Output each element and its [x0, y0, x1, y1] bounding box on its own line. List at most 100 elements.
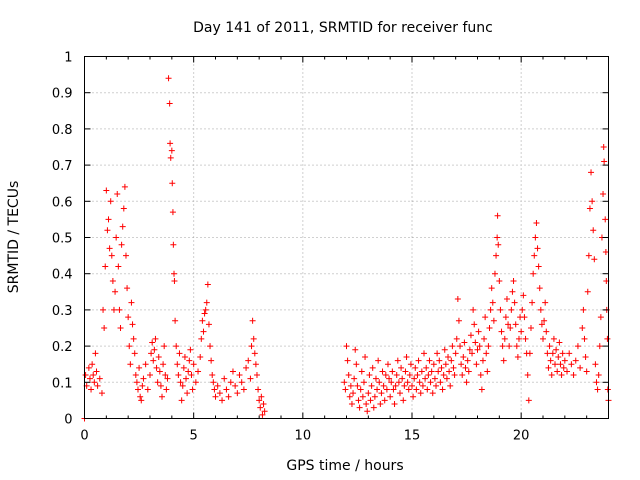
- data-point: [216, 390, 223, 397]
- data-point: [138, 397, 145, 404]
- data-point: [151, 346, 158, 353]
- data-point: [155, 353, 162, 360]
- data-point: [485, 343, 492, 350]
- y-axis-label: SRMTID / TECUs: [6, 181, 22, 294]
- data-point: [353, 361, 360, 368]
- data-point: [250, 335, 257, 342]
- data-point: [94, 382, 101, 389]
- data-point: [100, 306, 107, 313]
- x-axis-label: GPS time / hours: [286, 458, 403, 474]
- y-tick-label: 0.4: [52, 268, 73, 283]
- data-point: [240, 386, 247, 393]
- data-point: [360, 379, 367, 386]
- data-point: [176, 350, 183, 357]
- data-point: [96, 375, 103, 382]
- data-point: [149, 339, 156, 346]
- data-point: [119, 223, 126, 230]
- data-point: [154, 379, 161, 386]
- data-point: [469, 350, 476, 357]
- data-point: [494, 234, 501, 241]
- data-point: [167, 140, 174, 147]
- data-point: [411, 375, 418, 382]
- data-point: [209, 372, 216, 379]
- data-point: [367, 397, 374, 404]
- data-point: [355, 397, 362, 404]
- data-point: [543, 328, 550, 335]
- data-point: [537, 306, 544, 313]
- data-point: [387, 393, 394, 400]
- data-point: [570, 372, 577, 379]
- data-point: [434, 350, 441, 357]
- x-tick-label: 10: [295, 429, 312, 444]
- data-point: [574, 343, 581, 350]
- y-tick-label: 0.2: [52, 340, 73, 355]
- data-point: [197, 353, 204, 360]
- data-point: [142, 361, 149, 368]
- data-point: [114, 191, 121, 198]
- data-point: [544, 350, 551, 357]
- data-point: [184, 390, 191, 397]
- data-point: [107, 198, 114, 205]
- data-point: [496, 277, 503, 284]
- data-point: [98, 390, 105, 397]
- data-point: [566, 350, 573, 357]
- data-point: [557, 361, 564, 368]
- data-point: [547, 357, 554, 364]
- data-point: [427, 379, 434, 386]
- data-point: [382, 372, 389, 379]
- data-point: [529, 299, 536, 306]
- y-tick-label: 0.5: [52, 232, 73, 247]
- data-point: [532, 234, 539, 241]
- data-point: [436, 357, 443, 364]
- data-point: [559, 350, 566, 357]
- data-point: [464, 357, 471, 364]
- data-point: [484, 368, 491, 375]
- data-point: [383, 386, 390, 393]
- data-point: [362, 353, 369, 360]
- data-point: [129, 321, 136, 328]
- data-point: [494, 212, 501, 219]
- data-point: [589, 198, 596, 205]
- data-point: [369, 364, 376, 371]
- data-point: [345, 372, 352, 379]
- data-point: [602, 248, 609, 255]
- data-point: [591, 256, 598, 263]
- data-point: [208, 357, 215, 364]
- data-point: [554, 368, 561, 375]
- data-point: [479, 357, 486, 364]
- data-point: [203, 299, 210, 306]
- data-point: [604, 386, 611, 393]
- data-point: [538, 321, 545, 328]
- data-point: [454, 296, 461, 303]
- data-point: [152, 335, 159, 342]
- data-point: [125, 314, 132, 321]
- x-tick-label: 20: [513, 429, 530, 444]
- data-point: [186, 357, 193, 364]
- data-point: [495, 241, 502, 248]
- data-point: [596, 343, 603, 350]
- data-point: [455, 317, 462, 324]
- data-point: [207, 343, 214, 350]
- data-point: [533, 220, 540, 227]
- data-point: [101, 325, 108, 331]
- data-point: [462, 364, 469, 371]
- data-point: [505, 321, 512, 328]
- data-point: [243, 364, 250, 371]
- data-point: [525, 397, 532, 404]
- data-point: [376, 379, 383, 386]
- data-point: [439, 386, 446, 393]
- data-point: [260, 401, 267, 408]
- data-point: [223, 386, 230, 393]
- y-tick-label: 0.7: [52, 159, 73, 174]
- data-point: [440, 372, 447, 379]
- data-point: [449, 343, 456, 350]
- data-point: [200, 328, 207, 335]
- data-point: [348, 401, 355, 408]
- data-point: [229, 368, 236, 375]
- data-point: [601, 158, 608, 165]
- data-point: [121, 183, 128, 190]
- data-point: [183, 375, 190, 382]
- data-point: [341, 379, 348, 386]
- data-point: [535, 263, 542, 270]
- data-point: [351, 375, 358, 382]
